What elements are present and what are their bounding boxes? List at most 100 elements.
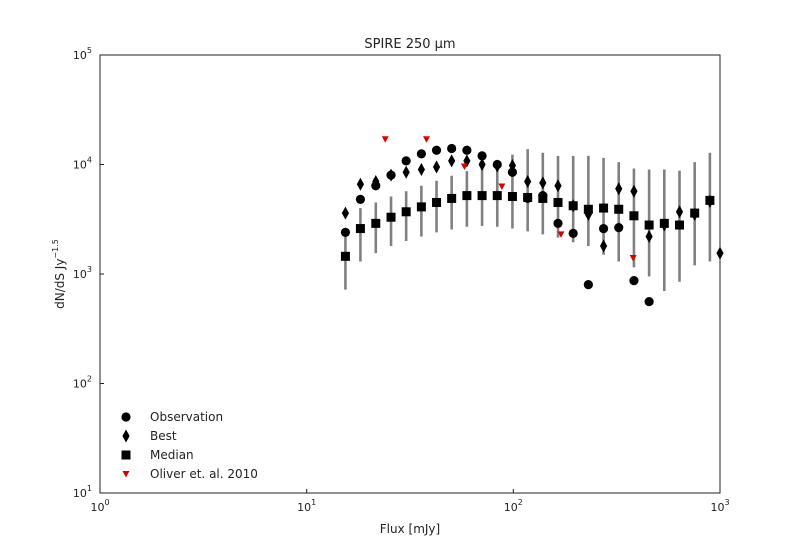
best-point bbox=[716, 246, 724, 260]
best-point bbox=[599, 239, 608, 253]
x-tick-base: 10 bbox=[504, 501, 518, 514]
legend-marker-median bbox=[121, 450, 131, 460]
median-point bbox=[614, 204, 624, 214]
best-point bbox=[615, 182, 623, 196]
observation-point bbox=[477, 151, 487, 161]
best-point bbox=[448, 154, 456, 168]
observation-point bbox=[614, 223, 624, 233]
best-point bbox=[372, 174, 380, 188]
x-tick-exp: 3 bbox=[724, 498, 729, 507]
median-point bbox=[675, 220, 685, 230]
oliver-point bbox=[422, 136, 430, 143]
y-tick-label: 102 bbox=[73, 375, 92, 391]
y-axis-label: dN/dS Jy−1.5 bbox=[51, 239, 67, 309]
observation-point bbox=[507, 167, 518, 177]
observation-point bbox=[598, 223, 609, 234]
best-point bbox=[417, 163, 425, 177]
median-point bbox=[538, 193, 548, 203]
best-point bbox=[554, 179, 562, 193]
best-point bbox=[645, 230, 653, 244]
data-points bbox=[340, 136, 724, 307]
median-point bbox=[355, 224, 365, 234]
median-point bbox=[659, 218, 669, 228]
chart-title: SPIRE 250 μm bbox=[364, 37, 455, 52]
legend-label: Median bbox=[150, 448, 194, 462]
best-point bbox=[539, 176, 547, 190]
y-tick-base: 10 bbox=[73, 487, 87, 500]
observation-point bbox=[553, 218, 563, 228]
median-point bbox=[416, 202, 426, 212]
y-tick-exp: 2 bbox=[87, 375, 92, 384]
best-point bbox=[432, 160, 441, 174]
median-point bbox=[599, 203, 609, 213]
y-tick-label: 105 bbox=[73, 46, 92, 62]
median-point bbox=[523, 192, 533, 202]
median-point bbox=[492, 191, 502, 201]
x-tick-label: 102 bbox=[504, 498, 523, 514]
observation-point bbox=[401, 156, 411, 166]
oliver-point bbox=[629, 254, 637, 262]
y-tick-base: 10 bbox=[73, 378, 87, 391]
observation-point bbox=[568, 228, 578, 238]
x-tick-exp: 1 bbox=[311, 498, 316, 507]
y-tick-label: 101 bbox=[73, 484, 92, 500]
y-axis-label-main: dN/dS Jy bbox=[53, 259, 67, 309]
x-tick-exp: 2 bbox=[518, 498, 523, 507]
median-point bbox=[583, 204, 593, 214]
best-point bbox=[341, 206, 350, 220]
plot-frame bbox=[99, 54, 721, 494]
y-tick-label: 104 bbox=[73, 156, 92, 172]
observation-point bbox=[431, 145, 442, 155]
best-point bbox=[524, 174, 532, 188]
median-point bbox=[644, 220, 654, 230]
y-tick-base: 10 bbox=[73, 49, 87, 62]
best-point bbox=[387, 168, 395, 182]
y-tick-exp: 1 bbox=[87, 484, 92, 493]
median-point bbox=[386, 212, 396, 222]
legend-label: Observation bbox=[150, 410, 223, 424]
observation-point bbox=[583, 280, 593, 290]
y-tick-base: 10 bbox=[73, 159, 87, 172]
x-tick-label: 103 bbox=[710, 498, 729, 514]
median-point bbox=[629, 211, 639, 221]
legend-label: Best bbox=[150, 429, 177, 443]
observation-point bbox=[416, 149, 426, 159]
observation-point bbox=[462, 145, 472, 155]
y-tick-exp: 4 bbox=[87, 156, 92, 165]
best-point bbox=[478, 158, 486, 171]
median-point bbox=[705, 195, 715, 205]
median-point bbox=[371, 218, 381, 228]
best-point bbox=[402, 165, 410, 179]
legend-label: Oliver et. al. 2010 bbox=[150, 467, 258, 481]
best-point bbox=[675, 205, 684, 219]
best-point bbox=[493, 159, 501, 173]
oliver-point bbox=[381, 136, 389, 143]
best-point bbox=[508, 158, 517, 172]
observation-point bbox=[644, 296, 654, 307]
x-tick-base: 10 bbox=[90, 501, 104, 514]
legend: Observation Best Median Oliver et. al. 2010 bbox=[121, 410, 258, 481]
legend-marker-observation bbox=[121, 412, 131, 422]
median-point bbox=[477, 191, 487, 201]
observation-point bbox=[340, 227, 351, 237]
median-point bbox=[432, 197, 442, 207]
median-point bbox=[462, 191, 472, 201]
x-tick-label: 100 bbox=[90, 498, 109, 514]
oliver-point bbox=[498, 183, 506, 190]
y-tick-label: 103 bbox=[73, 265, 92, 281]
median-point bbox=[447, 193, 457, 203]
errorbars bbox=[344, 149, 712, 291]
x-tick-base: 10 bbox=[710, 501, 724, 514]
legend-marker-oliver bbox=[122, 471, 130, 478]
x-tick-base: 10 bbox=[297, 501, 311, 514]
x-axis-label: Flux [mJy] bbox=[380, 522, 440, 536]
observation-point bbox=[629, 276, 639, 286]
oliver-point bbox=[557, 231, 565, 238]
y-tick-base: 10 bbox=[73, 268, 87, 281]
oliver-point bbox=[460, 163, 468, 170]
median-point bbox=[690, 208, 700, 218]
y-tick-exp: 3 bbox=[87, 265, 92, 274]
